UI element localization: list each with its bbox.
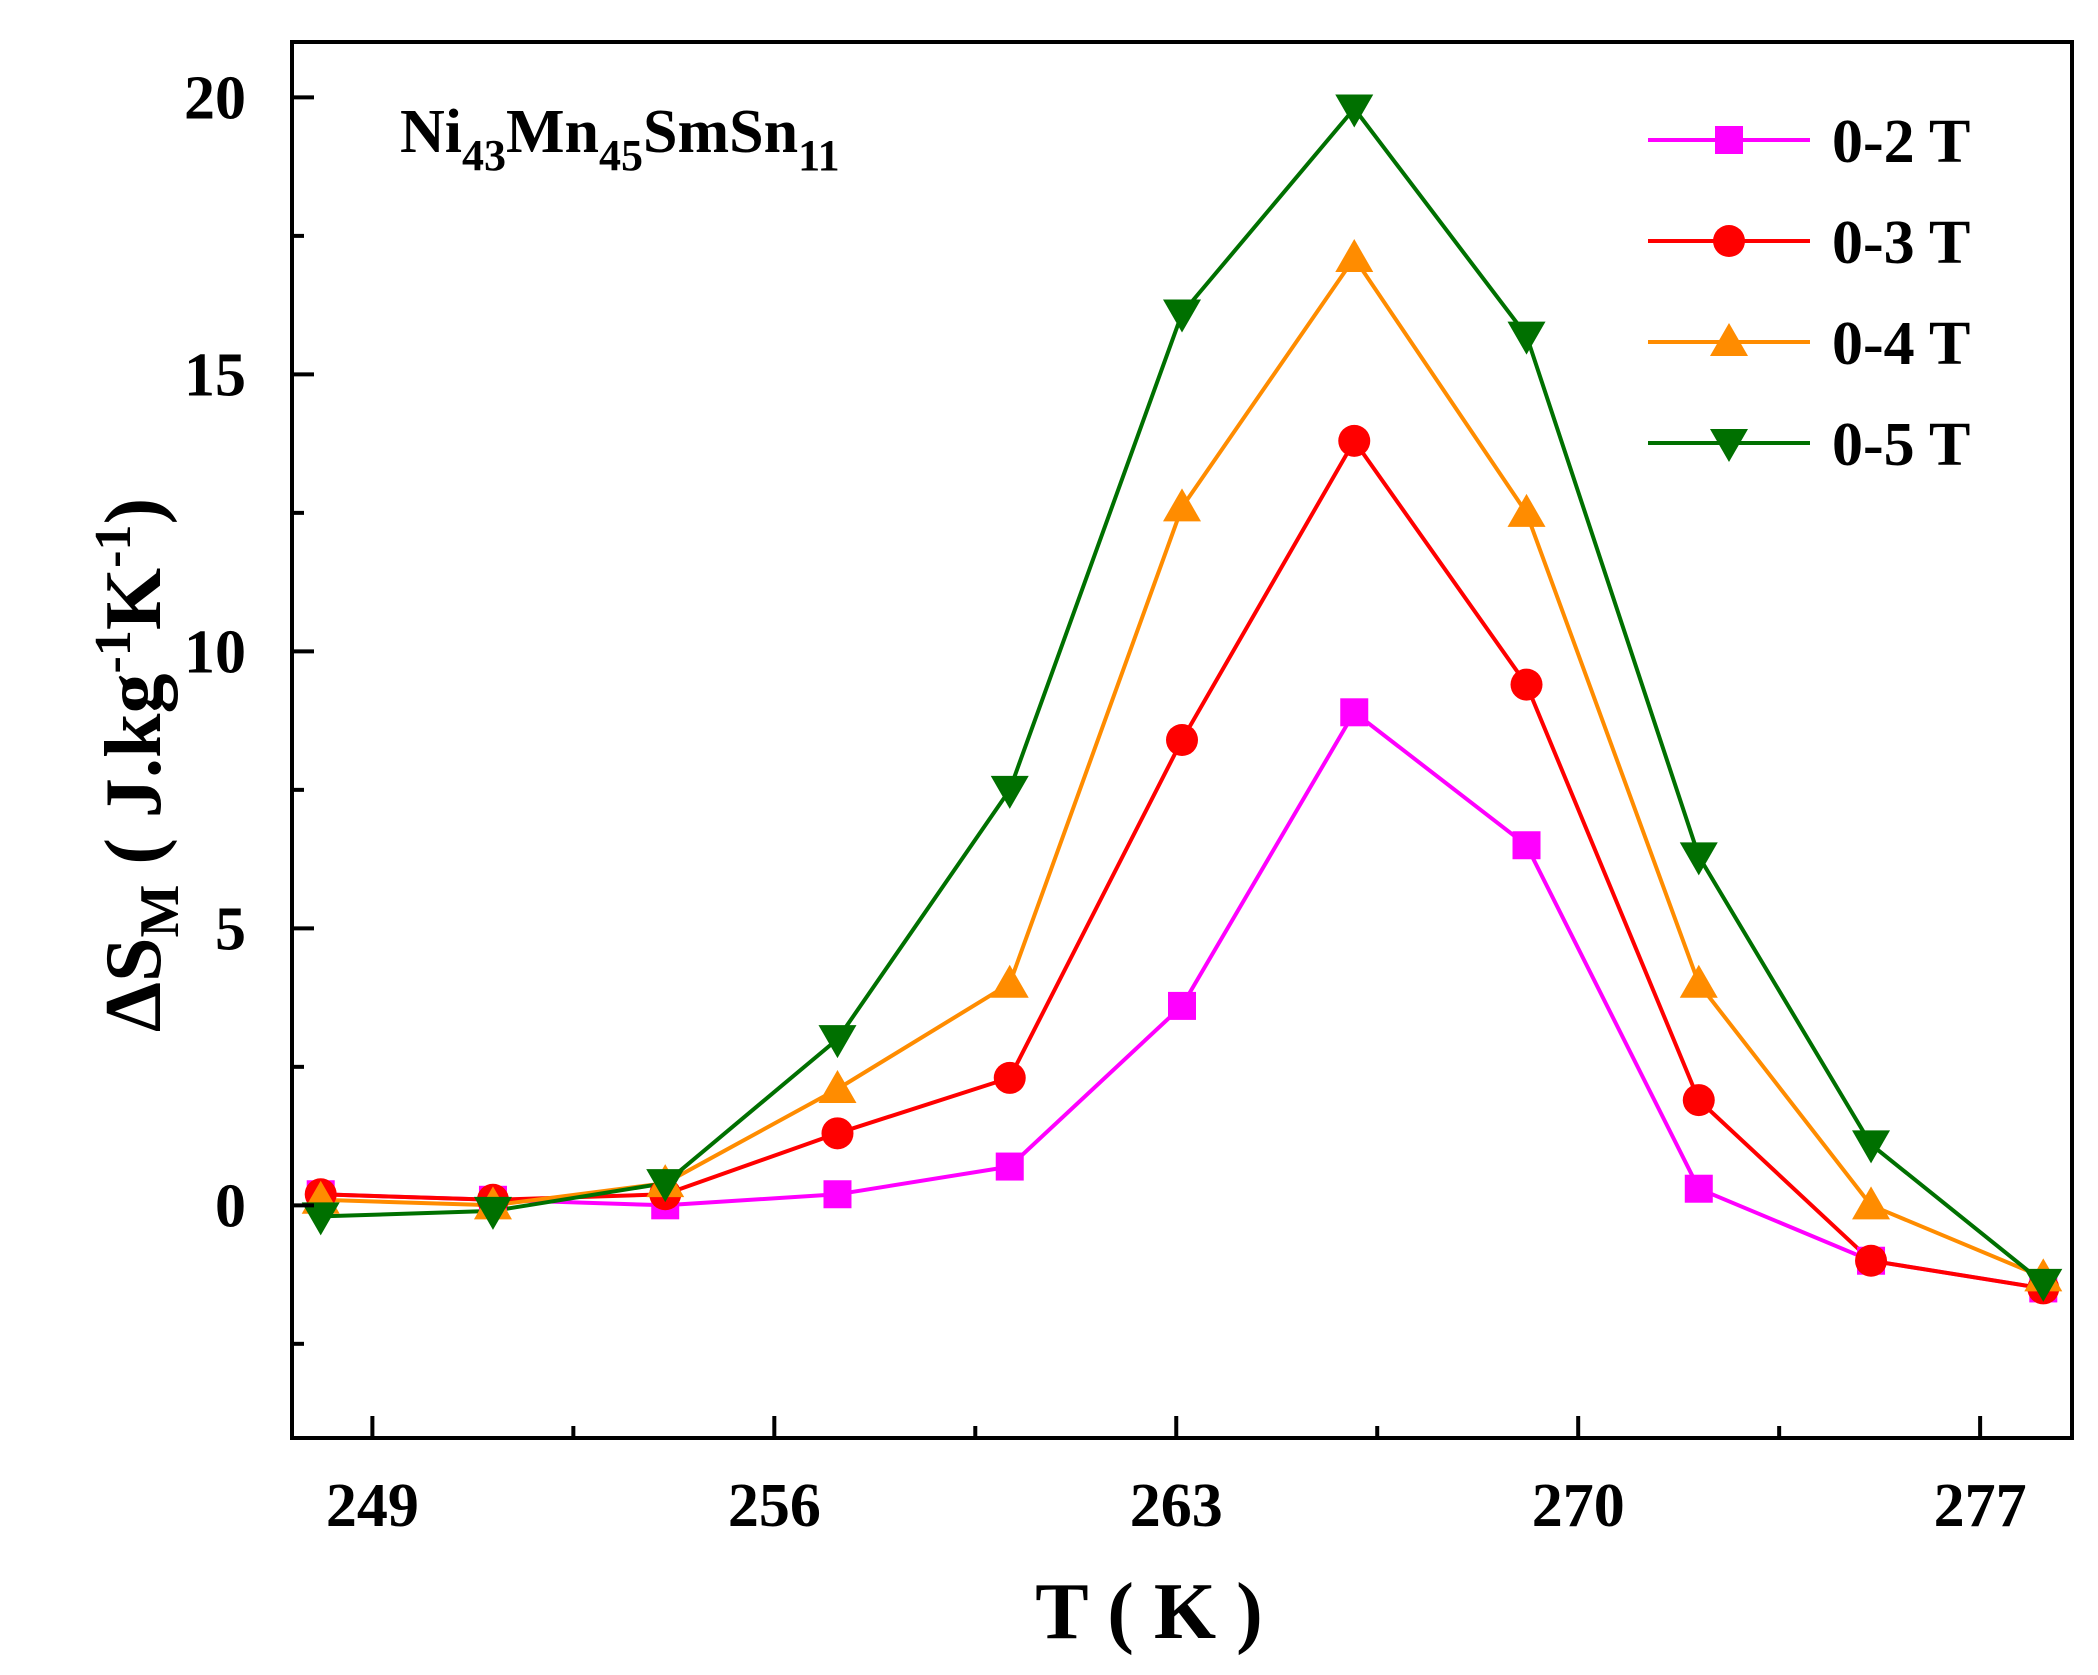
data-point [1335, 239, 1374, 273]
legend-marker-1 [1713, 225, 1745, 257]
y-tick-label: 0 [215, 1172, 246, 1240]
plot-lines [320, 106, 2045, 1291]
data-point [995, 1152, 1024, 1181]
series-markers-0 [306, 698, 2058, 1303]
data-point [1163, 488, 1201, 522]
data-point [1335, 94, 1374, 128]
series-line-3 [320, 106, 2045, 1285]
x-tick-label: 256 [728, 1472, 821, 1540]
plot-frame [290, 40, 2074, 1440]
x-tick-label: 270 [1532, 1472, 1625, 1540]
data-point [993, 1061, 1026, 1094]
legend-marker-0 [1715, 126, 1743, 154]
series-markers-1 [304, 424, 2060, 1305]
x-tick-label: 249 [326, 1472, 419, 1540]
y-tick-label: 10 [184, 618, 246, 686]
y-label-sub: M [129, 885, 191, 938]
annot-ni: Ni [400, 98, 462, 166]
data-point [1852, 1186, 1891, 1220]
y-tick-label: 15 [184, 341, 246, 409]
annot-ni-sub: 43 [462, 131, 506, 180]
data-point [1512, 831, 1541, 860]
x-tick-label: 277 [1934, 1472, 2027, 1540]
annot-mn-sub: 45 [599, 131, 643, 180]
y-label-unit-open: ( J.kg [90, 673, 178, 884]
data-point [1340, 698, 1369, 727]
legend-marker-3 [1710, 429, 1748, 462]
y-label-unit-mid: K [90, 568, 178, 630]
data-point [1507, 321, 1546, 355]
data-point [1510, 668, 1543, 701]
y-tick-label: 5 [215, 895, 246, 963]
data-point [1679, 964, 1718, 998]
legend-label-3: 0-5 T [1832, 411, 1970, 479]
annot-smsn: SmSn [643, 98, 798, 166]
y-tick-label: 20 [184, 64, 246, 132]
data-point [646, 1169, 685, 1203]
y-label-sup2: -1 [85, 525, 142, 568]
data-point [1338, 424, 1371, 457]
legend: 0-2 T 0-3 T 0-4 T 0-5 T [1648, 108, 1970, 479]
series-markers-2 [301, 239, 2063, 1292]
y-label-sup1: -1 [85, 630, 142, 673]
series-markers-3 [301, 94, 2063, 1302]
plot-markers [301, 94, 2063, 1305]
y-label-unit-close: ) [90, 498, 178, 525]
y-label-prefix: ΔS [90, 937, 178, 1032]
data-point [1166, 724, 1198, 756]
legend-label-0: 0-2 T [1832, 108, 1970, 176]
data-point [1855, 1244, 1888, 1277]
axis-ticks: 249 256 263 270 277 0 5 10 15 20 [184, 64, 2027, 1540]
data-point [1163, 299, 1201, 333]
data-point [1168, 991, 1196, 1020]
data-point [821, 1117, 854, 1150]
legend-marker-2 [1710, 323, 1748, 356]
data-point [301, 1202, 340, 1236]
y-axis-label: ΔSM ( J.kg-1K-1) [85, 498, 191, 1032]
data-point [990, 964, 1029, 998]
legend-label-2: 0-4 T [1832, 310, 1970, 378]
data-point [818, 1025, 857, 1059]
data-point [818, 1070, 857, 1103]
data-point [1679, 842, 1718, 876]
composition-annotation: Ni43Mn45SmSn11 [400, 98, 840, 180]
data-point [1684, 1174, 1713, 1203]
legend-label-1: 0-3 T [1832, 209, 1970, 277]
x-tick-label: 263 [1130, 1472, 1223, 1540]
data-point [823, 1180, 852, 1209]
annot-mn: Mn [506, 98, 599, 166]
data-point [1507, 493, 1546, 527]
data-point [2024, 1268, 2063, 1302]
x-axis-label: T ( K ) [1035, 1568, 1262, 1656]
series-line-1 [320, 438, 2044, 1291]
data-point [473, 1196, 512, 1230]
data-point [990, 775, 1029, 809]
series-line-2 [320, 256, 2045, 1280]
data-point [1682, 1084, 1715, 1117]
data-point [1852, 1130, 1891, 1164]
annot-smsn-sub: 11 [798, 131, 840, 180]
